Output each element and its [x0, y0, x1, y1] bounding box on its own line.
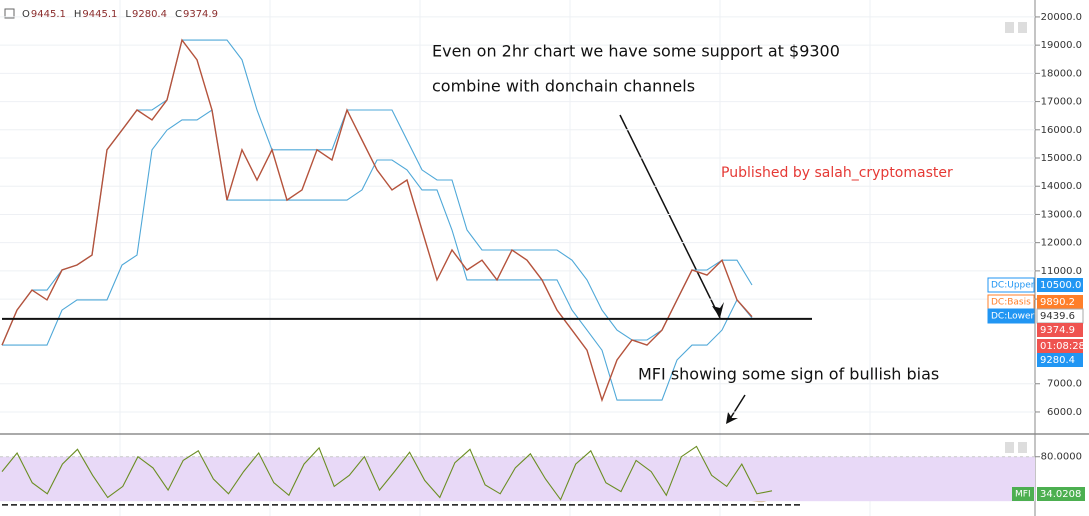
price-tag-name-box: [987, 277, 1035, 293]
ohlc-key: O: [22, 9, 30, 20]
ohlc-key: L: [125, 9, 131, 20]
ohlc-value: 9445.1: [31, 9, 66, 20]
annotation: Even on 2hr chart we have some support a…: [432, 42, 840, 61]
pane-button[interactable]: [1005, 22, 1014, 33]
mfi-band: [0, 456, 1035, 502]
series-line: [2, 109, 753, 401]
price-tag-name: DC:Basis: [991, 298, 1031, 308]
price-tag-label: 9280.4: [1040, 355, 1075, 366]
y-tick-label: 80.0000: [1041, 452, 1082, 463]
vertical-grid: [119, 0, 871, 516]
price-tag-name-box: [987, 308, 1035, 324]
price-tag-box: [1037, 339, 1083, 353]
ohlc-value: 9280.4: [132, 9, 167, 20]
mfi-tag-name: MFI: [1015, 490, 1031, 500]
price-tag-label: 10500.0: [1040, 280, 1081, 291]
price-tag-box: [1037, 295, 1083, 309]
price-tag-box: [1037, 323, 1083, 337]
mfi-tag-box: [1037, 487, 1085, 501]
ohlc-value: 9445.1: [82, 9, 117, 20]
pane-button[interactable]: [1005, 442, 1014, 453]
annotation: MFI showing some sign of bullish bias: [638, 365, 939, 384]
price-tag: 9280.4: [1037, 353, 1083, 367]
price-tag-box: [1037, 278, 1083, 292]
mfi-tag-name-box: [1012, 487, 1034, 501]
y-tick-label: 20000.0: [1041, 12, 1082, 23]
y-tick-label: 15000.0: [1041, 153, 1082, 164]
y-tick-label: 12000.0: [1041, 238, 1082, 249]
y-tick-label: 19000.0: [1041, 40, 1082, 51]
mfi-tag: MFI 34.0208: [1012, 487, 1085, 501]
pane-button[interactable]: [1018, 442, 1027, 453]
price-tag-label: 9374.9: [1040, 325, 1075, 336]
price-tag: 9439.6 DC:Lower: [987, 308, 1084, 324]
series-line: [1, 445, 773, 501]
arrow-head: [712, 302, 724, 318]
price-tag-name: DC:Lower: [991, 312, 1035, 322]
pane-button[interactable]: [1018, 22, 1027, 33]
price-tag: 10500.0 DC:Upper: [987, 277, 1083, 293]
ohlc-key: C: [175, 9, 182, 20]
price-tag: 9374.9: [1037, 323, 1083, 337]
y-tick-label: 13000.0: [1041, 209, 1082, 220]
y-tick-label: 11000.0: [1041, 266, 1082, 277]
y-tick-label: 16000.0: [1041, 125, 1082, 136]
arrow-head: [726, 412, 738, 424]
expand-icon[interactable]: [4, 8, 15, 19]
arrow: [619, 114, 721, 319]
price-tag-label: 9890.2: [1040, 297, 1075, 308]
price-tag-label: 01:08:28: [1040, 341, 1085, 352]
price-tag: 9890.2 DC:Basis: [987, 294, 1083, 310]
ohlc-key: H: [74, 9, 82, 20]
series-line: [1, 38, 753, 403]
ohlc-value: 9374.9: [183, 9, 218, 20]
y-tick-label: 14000.0: [1041, 181, 1082, 192]
y-tick-label: 7000.0: [1047, 379, 1082, 390]
price-tag: 01:08:28: [1037, 339, 1085, 353]
price-tag-box: [1037, 353, 1083, 367]
y-tick-label: 17000.0: [1041, 97, 1082, 108]
annotation: combine with donchain channels: [432, 77, 695, 96]
y-tick-label: 6000.0: [1047, 407, 1082, 418]
price-tag-name: DC:Upper: [991, 281, 1035, 291]
y-tick-label: 18000.0: [1041, 68, 1082, 79]
price-tag-label: 9439.6: [1040, 311, 1075, 322]
watermark: Published by salah_cryptomaster: [721, 165, 953, 181]
mfi-tag-value: 34.0208: [1040, 489, 1081, 500]
